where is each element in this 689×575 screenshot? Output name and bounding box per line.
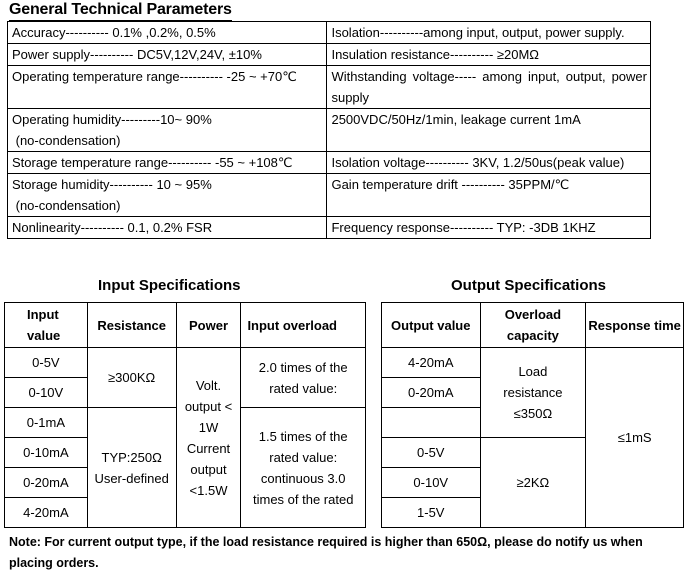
param-cell: Storage temperature range---------- -55 … <box>6 151 328 174</box>
input-specs-table: Input value Resistance Power Input overl… <box>4 302 366 528</box>
table-row: 1-5V <box>381 497 684 528</box>
table-row: Accuracy---------- 0.1% ,0.2%, 0.5% Isol… <box>6 21 651 44</box>
header-resistance: Resistance <box>86 302 177 348</box>
capacity-current-cell: Load resistance ≤350Ω <box>479 347 587 438</box>
param-text: Accuracy---------- 0.1% ,0.2%, 0.5% <box>12 25 216 40</box>
param-text: Storage temperature range---------- -55 … <box>12 155 293 170</box>
param-cell: Gain temperature drift ---------- 35PPM/… <box>326 173 651 217</box>
response-time-cell: ≤1mS <box>585 347 684 528</box>
power-cell: Volt. output < 1W Current output <1.5W <box>175 347 242 528</box>
param-cell: 2500VDC/50Hz/1min, leakage current 1mA <box>326 108 651 152</box>
param-text: 2500VDC/50Hz/1min, leakage current 1mA <box>331 112 581 127</box>
table-row: 0-20mA <box>4 467 366 498</box>
page-title: General Technical Parameters <box>9 0 232 21</box>
capacity-voltage-cell: ≥2KΩ <box>479 437 587 528</box>
param-text: Storage humidity---------- 10 ~ 95% <box>12 177 212 192</box>
input-specs-title: Input Specifications <box>98 277 241 294</box>
header-input-overload: Input overload <box>240 302 366 348</box>
output-value-cell: 0-10V <box>381 467 481 498</box>
output-specs-title: Output Specifications <box>451 277 607 294</box>
output-value-cell: 0-20mA <box>381 377 481 408</box>
header-input-value: Input value <box>4 302 88 348</box>
output-value-cell: 1-5V <box>381 497 481 528</box>
param-text: Isolation voltage---------- 3KV, 1.2/50u… <box>331 155 625 170</box>
header-output-value: Output value <box>381 302 481 348</box>
param-text: Isolation----------among input, output, … <box>331 25 625 40</box>
resistance-current-cell: TYP:250Ω User-defined <box>86 407 177 528</box>
input-value-cell: 0-20mA <box>4 467 88 498</box>
param-text: Nonlinearity---------- 0.1, 0.2% FSR <box>12 220 213 235</box>
param-text: Withstanding voltage----- among input, o… <box>331 69 647 105</box>
table-row: Storage humidity---------- 10 ~ 95% (no-… <box>6 173 651 217</box>
param-cell: Nonlinearity---------- 0.1, 0.2% FSR <box>6 216 328 239</box>
table-row: 0-10V <box>4 377 366 408</box>
table-row: 0-10V <box>381 467 684 498</box>
table-header-row: Input value Resistance Power Input overl… <box>4 302 366 348</box>
table-row: 0-5V ≥300KΩ Volt. output < 1W Current ou… <box>4 347 366 528</box>
param-cell: Isolation voltage---------- 3KV, 1.2/50u… <box>326 151 651 174</box>
param-cell: Power supply---------- DC5V,12V,24V, ±10… <box>6 43 328 66</box>
table-row: 0-1mA TYP:250Ω User-defined 1.5 times of… <box>4 407 366 528</box>
table-header-row: Output value Overload capacity Response … <box>381 302 684 348</box>
param-cell: Storage humidity---------- 10 ~ 95% (no-… <box>6 173 328 217</box>
output-specs-table: Output value Overload capacity Response … <box>381 302 684 528</box>
param-cell: Accuracy---------- 0.1% ,0.2%, 0.5% <box>6 21 328 44</box>
header-response-time: Response time <box>585 302 684 348</box>
param-text: Operating humidity---------10~ 90% <box>12 112 212 127</box>
overload-voltage-cell: 2.0 times of the rated value: <box>240 347 366 408</box>
param-text: Operating temperature range---------- -2… <box>12 69 297 84</box>
param-cell: Isolation----------among input, output, … <box>326 21 651 44</box>
param-text: Power supply---------- DC5V,12V,24V, ±10… <box>12 47 262 62</box>
general-parameters-table: Accuracy---------- 0.1% ,0.2%, 0.5% Isol… <box>6 21 651 239</box>
input-value-cell: 4-20mA <box>4 497 88 528</box>
param-note: (no-condensation) <box>12 133 121 148</box>
table-row: 4-20mA Load resistance ≤350Ω ≤1mS <box>381 347 684 528</box>
input-value-cell: 0-1mA <box>4 407 88 438</box>
output-value-cell: 4-20mA <box>381 347 481 378</box>
param-cell: Operating humidity---------10~ 90% (no-c… <box>6 108 328 152</box>
param-text: Frequency response---------- TYP: -3DB 1… <box>331 220 596 235</box>
table-row: Operating humidity---------10~ 90% (no-c… <box>6 108 651 152</box>
param-text: Gain temperature drift ---------- 35PPM/… <box>331 177 570 192</box>
header-power: Power <box>175 302 242 348</box>
param-cell: Insulation resistance---------- ≥20MΩ <box>326 43 651 66</box>
param-note: (no-condensation) <box>12 198 121 213</box>
table-row: 0-10mA <box>4 437 366 468</box>
param-cell: Operating temperature range---------- -2… <box>6 65 328 109</box>
input-value-cell: 0-10mA <box>4 437 88 468</box>
param-text: Insulation resistance---------- ≥20MΩ <box>331 47 540 62</box>
overload-current-cell: 1.5 times of the rated value: continuous… <box>240 407 366 528</box>
table-row: Storage temperature range---------- -55 … <box>6 151 651 174</box>
table-row: 4-20mA <box>4 497 366 528</box>
resistance-voltage-cell: ≥300KΩ <box>86 347 177 408</box>
param-cell: Withstanding voltage----- among input, o… <box>326 65 651 109</box>
param-cell: Frequency response---------- TYP: -3DB 1… <box>326 216 651 239</box>
order-note: Note: For current output type, if the lo… <box>9 535 643 570</box>
output-value-cell <box>381 407 481 438</box>
table-row: Operating temperature range---------- -2… <box>6 65 651 109</box>
table-row: Nonlinearity---------- 0.1, 0.2% FSR Fre… <box>6 216 651 239</box>
header-overload-capacity: Overload capacity <box>479 302 587 348</box>
input-value-cell: 0-5V <box>4 347 88 378</box>
output-value-cell: 0-5V <box>381 437 481 468</box>
table-row: Power supply---------- DC5V,12V,24V, ±10… <box>6 43 651 66</box>
input-value-cell: 0-10V <box>4 377 88 408</box>
table-row: 0-5V ≥2KΩ <box>381 437 684 528</box>
